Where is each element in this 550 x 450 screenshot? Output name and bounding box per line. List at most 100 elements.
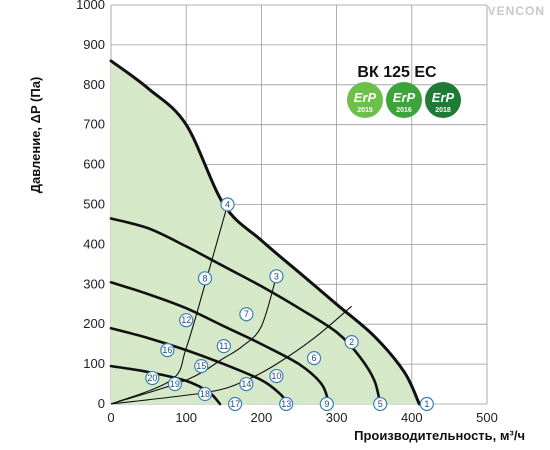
model-title: ВК 125 ЕС <box>357 64 437 81</box>
marker-12: 12 <box>179 313 194 328</box>
y-tick-label: 100 <box>83 356 105 371</box>
y-tick-label: 400 <box>83 236 105 251</box>
badge-erp-text: ErP <box>354 90 377 105</box>
marker-circle <box>419 396 434 412</box>
marker-4: 4 <box>220 197 235 212</box>
fan-curve-1 <box>109 59 421 406</box>
y-tick-label: 500 <box>83 197 105 212</box>
marker-20: 20 <box>145 370 160 386</box>
marker-circle <box>306 351 322 366</box>
marker-circle <box>269 269 284 284</box>
marker-circle <box>197 386 213 402</box>
fan-curve-17 <box>109 364 222 406</box>
badge-erp-text: ErP <box>393 90 416 105</box>
marker-11: 11 <box>216 339 231 354</box>
marker-label: 14 <box>241 379 251 389</box>
y-axis-title: Давление, ΔP (Па) <box>28 77 43 194</box>
marker-label: 15 <box>196 361 206 371</box>
marker-circle <box>344 335 359 350</box>
marker-label: 19 <box>170 379 180 389</box>
marker-5: 5 <box>373 396 388 412</box>
badge-circle <box>386 82 422 118</box>
badge-year-text: 2018 <box>435 107 451 114</box>
y-tick-label: 200 <box>83 316 105 331</box>
marker-label: 17 <box>230 399 240 409</box>
marker-10: 10 <box>269 368 284 384</box>
badge-circle <box>347 82 383 118</box>
marker-circle <box>227 396 243 412</box>
badge-year-text: 2016 <box>396 107 412 114</box>
marker-circle <box>239 307 254 322</box>
marker-circle <box>145 370 160 386</box>
marker-circle <box>167 376 183 392</box>
marker-16: 16 <box>160 343 175 358</box>
marker-label: 7 <box>244 309 249 319</box>
marker-14: 14 <box>239 376 254 392</box>
x-tick-label: 200 <box>251 410 273 425</box>
marker-label: 5 <box>378 399 383 409</box>
y-tick-label: 0 <box>98 396 105 411</box>
fan-curve-13 <box>109 326 289 406</box>
marker-label: 9 <box>324 399 329 409</box>
badge-circle <box>425 82 461 118</box>
badge-year-text: 2015 <box>357 107 373 114</box>
marker-9: 9 <box>319 396 334 412</box>
marker-label: 3 <box>274 271 279 281</box>
marker-label: 6 <box>312 353 317 363</box>
marker-label: 4 <box>225 200 230 210</box>
erp-badge-2016: ErP 2016 <box>386 82 422 118</box>
marker-label: 18 <box>200 389 210 399</box>
x-axis-title: Производительность, м³/ч <box>354 428 525 443</box>
marker-label: 2 <box>349 337 354 347</box>
y-tick-label: 800 <box>83 77 105 92</box>
marker-circle <box>220 197 235 212</box>
tick-labels: 0 100 200 300 400 500 600 700 800 900 1000 0 100 200 3… <box>76 0 498 425</box>
fan-curve-9 <box>109 281 331 406</box>
marker-circle <box>216 339 231 354</box>
curves <box>109 59 421 406</box>
marker-15: 15 <box>194 358 209 374</box>
y-tick-label: 1000 <box>76 0 105 12</box>
erp-badge-2018: ErP 2018 <box>425 82 461 118</box>
marker-label: 1 <box>424 399 429 409</box>
marker-2: 2 <box>344 335 359 350</box>
marker-circle <box>373 396 388 412</box>
system-curve-1 <box>110 305 352 405</box>
marker-label: 13 <box>281 399 291 409</box>
marker-18: 18 <box>197 386 213 402</box>
y-tick-label: 700 <box>83 117 105 132</box>
marker-circle <box>279 396 294 412</box>
marker-13: 13 <box>279 396 294 412</box>
brand-logo: VENCON <box>488 4 545 18</box>
marker-circle <box>269 368 284 384</box>
marker-circle <box>160 343 175 358</box>
marker-label: 11 <box>219 341 228 351</box>
marker-19: 19 <box>167 376 183 392</box>
marker-1: 1 <box>419 396 434 412</box>
marker-circle <box>319 396 334 412</box>
marker-label: 10 <box>271 371 281 381</box>
marker-circle <box>179 313 194 328</box>
x-tick-label: 0 <box>107 410 114 425</box>
marker-circle <box>197 271 213 286</box>
x-tick-label: 500 <box>476 410 498 425</box>
marker-7: 7 <box>239 307 254 322</box>
marker-label: 16 <box>162 345 172 355</box>
marker-17: 17 <box>227 396 243 412</box>
marker-label: 8 <box>202 273 207 283</box>
x-tick-label: 400 <box>401 410 423 425</box>
marker-circle <box>194 358 209 374</box>
y-tick-label: 900 <box>83 37 105 52</box>
erp-badge-2015: ErP 2015 <box>347 82 383 118</box>
marker-circle <box>239 376 254 392</box>
marker-3: 3 <box>269 269 284 284</box>
system-curve-3 <box>110 204 229 405</box>
badge-erp-text: ErP <box>432 90 455 105</box>
x-tick-label: 300 <box>326 410 348 425</box>
marker-8: 8 <box>197 271 213 286</box>
x-tick-label: 100 <box>175 410 197 425</box>
marker-label: 12 <box>181 315 191 325</box>
y-tick-label: 600 <box>83 157 105 172</box>
